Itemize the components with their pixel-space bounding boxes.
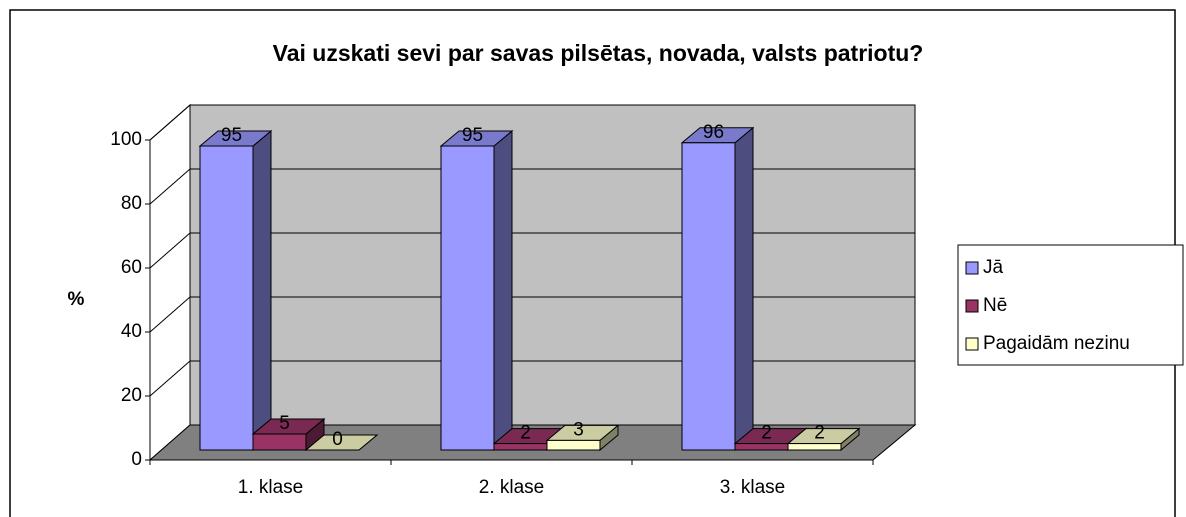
grid-line <box>149 296 191 333</box>
y-tick-label: 100 <box>110 129 142 150</box>
bar <box>787 443 842 451</box>
x-tick-label: 1. klase <box>238 477 303 498</box>
legend-swatch <box>965 261 979 275</box>
chart-title: Vai uzskati sevi par savas pilsētas, nov… <box>273 40 924 66</box>
back-wall <box>189 104 916 426</box>
data-label: 3 <box>573 419 584 440</box>
bar <box>681 142 736 451</box>
bar <box>734 443 789 451</box>
grid-line <box>149 360 191 397</box>
grid-line <box>149 104 191 141</box>
x-tick-label: 2. klase <box>479 477 544 498</box>
x-tick-label: 3. klase <box>720 477 785 498</box>
legend-label: Nē <box>983 295 1007 316</box>
side-wall <box>149 103 191 462</box>
data-label: 95 <box>462 125 483 146</box>
legend-swatch <box>965 299 979 313</box>
data-label: 95 <box>221 125 242 146</box>
y-tick-label: 60 <box>121 257 142 278</box>
bar-side <box>493 129 513 452</box>
bar <box>546 439 601 451</box>
legend-label: Jā <box>983 257 1004 278</box>
legend <box>957 244 1184 366</box>
y-tick-label: 0 <box>131 449 142 470</box>
bar <box>199 145 254 451</box>
y-tick-label: 40 <box>121 321 142 342</box>
data-label: 5 <box>279 413 290 434</box>
data-label: 96 <box>703 122 724 143</box>
bar-top <box>304 434 379 451</box>
bar <box>440 145 495 451</box>
y-tick-label: 20 <box>121 385 142 406</box>
grid-line <box>149 232 191 269</box>
legend-label: Pagaidām nezinu <box>983 333 1130 354</box>
grid-line <box>149 168 191 205</box>
bar <box>252 433 307 451</box>
bar-side <box>252 129 272 452</box>
y-axis-title: % <box>68 289 85 310</box>
data-label: 2 <box>761 423 772 444</box>
data-label: 0 <box>332 429 343 450</box>
y-tick-label: 80 <box>121 193 142 214</box>
legend-swatch <box>965 337 979 351</box>
data-label: 2 <box>520 423 531 444</box>
bar <box>493 443 548 451</box>
data-label: 2 <box>814 423 825 444</box>
bar-side <box>734 126 754 452</box>
